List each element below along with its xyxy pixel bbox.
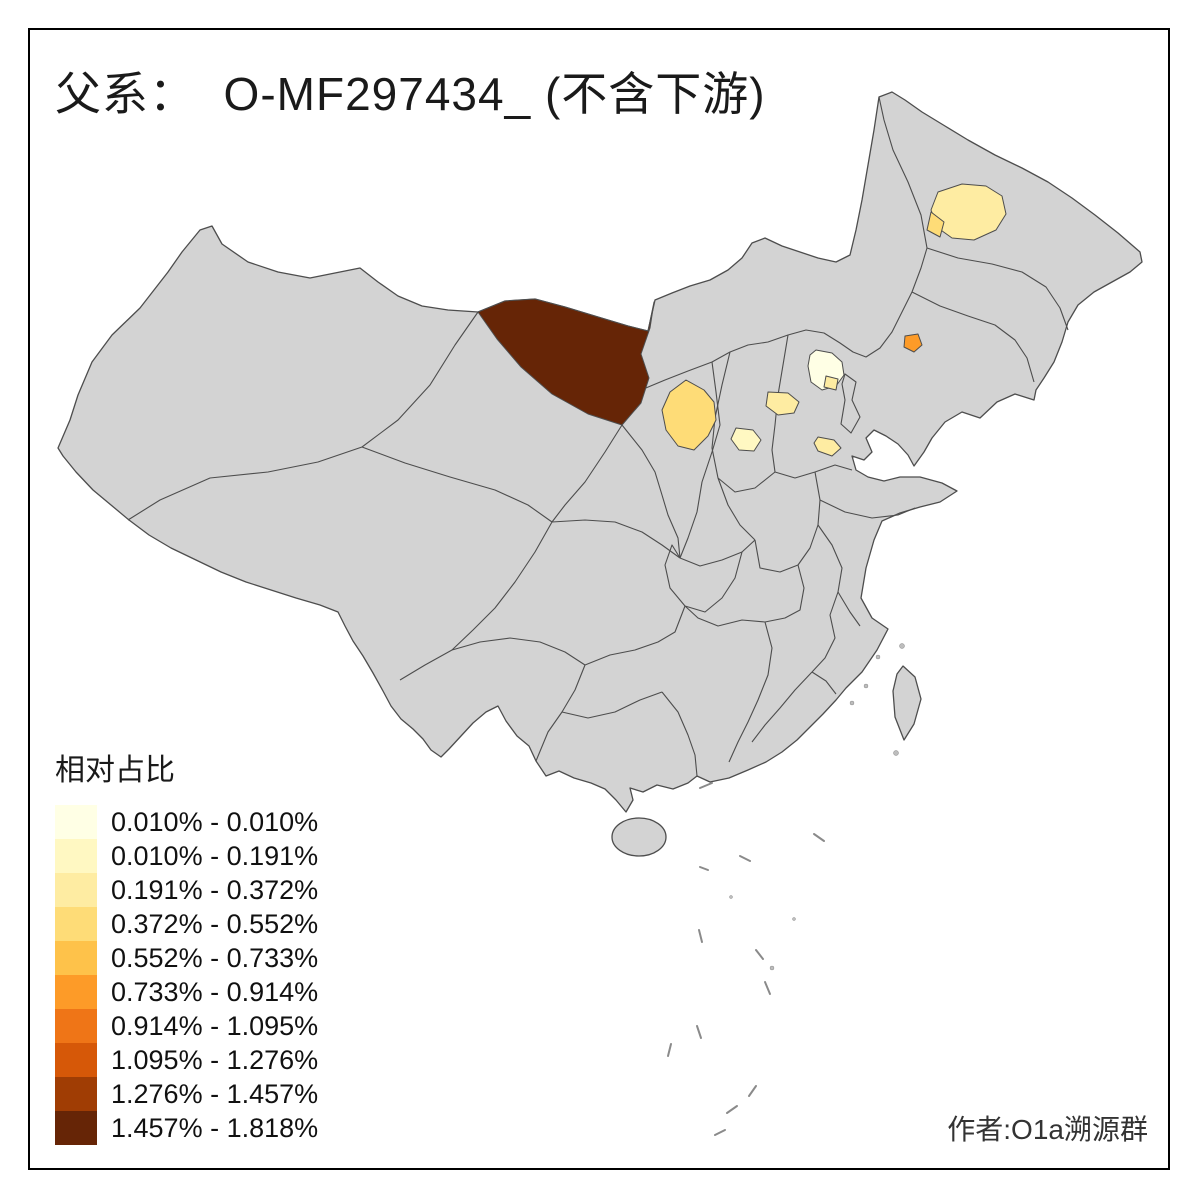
legend-item: 0.733% - 0.914% — [55, 975, 318, 1009]
legend-swatch — [55, 907, 97, 941]
legend-title: 相对占比 — [55, 754, 175, 787]
region-hebei-west — [765, 391, 800, 416]
legend-swatch — [55, 805, 97, 839]
region-liaoning-spot — [903, 333, 923, 353]
legend-swatch — [55, 873, 97, 907]
legend-item-label: 0.914% - 1.095% — [111, 1010, 319, 1041]
legend-item: 1.276% - 1.457% — [55, 1077, 318, 1111]
legend-swatch — [55, 1009, 97, 1043]
legend-item-label: 1.276% - 1.457% — [111, 1078, 319, 1109]
legend-item-label: 1.457% - 1.818% — [111, 1112, 319, 1143]
legend-swatch — [55, 941, 97, 975]
taiwan-island — [892, 665, 922, 741]
legend-item-label: 0.372% - 0.552% — [111, 908, 319, 939]
region-beijing-inner — [823, 375, 839, 391]
region-hebei-south — [813, 436, 842, 457]
legend-item: 0.191% - 0.372% — [55, 873, 318, 907]
region-heilongjiang-small — [926, 211, 945, 238]
legend-item: 1.095% - 1.276% — [55, 1043, 318, 1077]
legend-item-label: 0.010% - 0.010% — [111, 806, 319, 837]
legend-item: 0.552% - 0.733% — [55, 941, 318, 975]
legend: 相对占比 0.010% - 0.010% 0.010% - 0.191% 0.1… — [55, 745, 318, 1145]
legend-swatch — [55, 839, 97, 873]
region-ningxia — [661, 379, 717, 451]
legend-item: 0.372% - 0.552% — [55, 907, 318, 941]
legend-item-label: 0.191% - 0.372% — [111, 874, 319, 905]
legend-item: 0.010% - 0.010% — [55, 805, 318, 839]
legend-item: 0.010% - 0.191% — [55, 839, 318, 873]
legend-item-label: 0.552% - 0.733% — [111, 942, 319, 973]
map-title: 父系： O-MF297434_ (不含下游) — [55, 68, 766, 120]
legend-swatch — [55, 1043, 97, 1077]
coastal-islets — [729, 643, 905, 971]
legend-swatch — [55, 1077, 97, 1111]
legend-item-label: 1.095% - 1.276% — [111, 1044, 319, 1075]
region-shanxi-taiyuan — [730, 427, 762, 452]
legend-item: 0.914% - 1.095% — [55, 1009, 318, 1043]
legend-swatch — [55, 1111, 97, 1145]
author-credit: 作者:O1a溯源群 — [947, 1114, 1148, 1145]
tianjin-outline — [840, 373, 861, 434]
region-inner-mongolia-west — [477, 298, 655, 426]
hainan-island — [611, 817, 667, 857]
legend-item-label: 0.010% - 0.191% — [111, 840, 319, 871]
legend-swatch — [55, 975, 97, 1009]
legend-item-label: 0.733% - 0.914% — [111, 976, 319, 1007]
legend-item: 1.457% - 1.818% — [55, 1111, 318, 1145]
south-china-sea-dashes — [667, 782, 825, 1136]
